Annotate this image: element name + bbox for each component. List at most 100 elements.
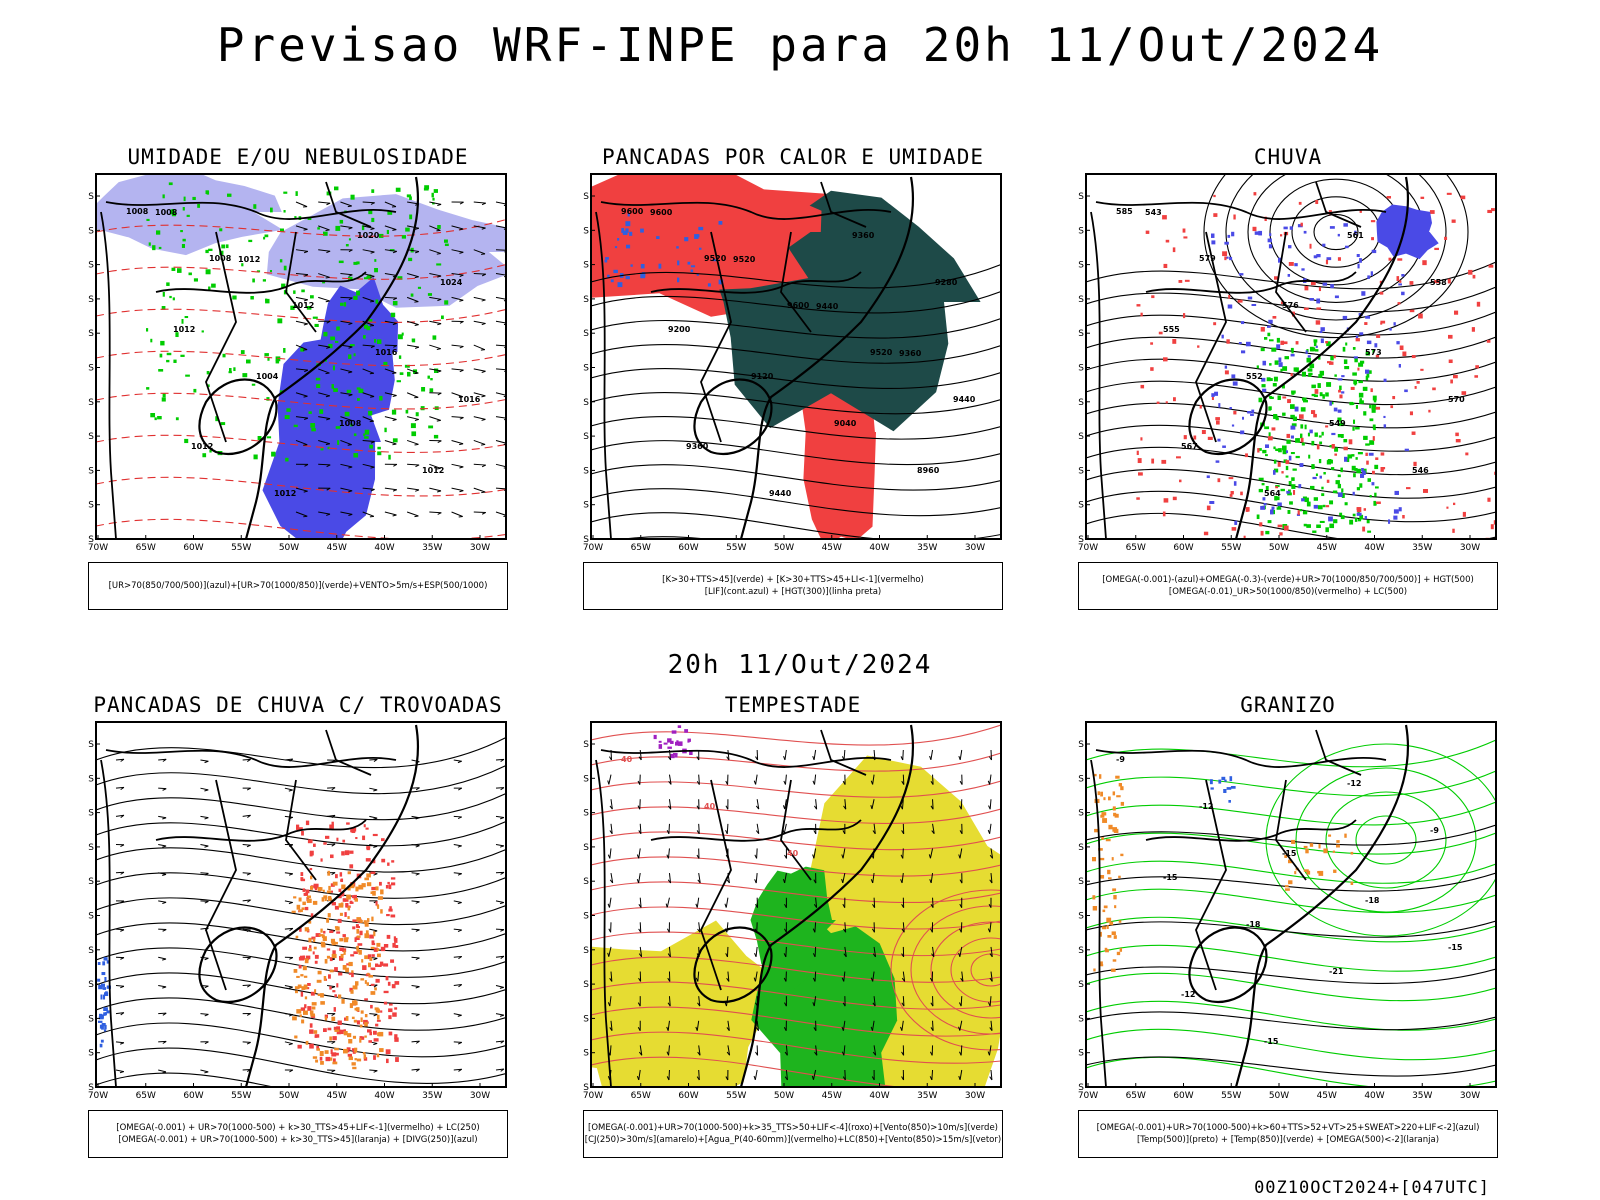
omega-strong-speck [1291,423,1297,427]
thickness-contour [96,434,506,453]
lon-tick-label: 60W [183,1091,203,1101]
shower-speck [322,889,325,892]
humidity-lower-speck [395,187,401,192]
shower-speck [348,961,353,967]
shower-speck [361,959,364,963]
wind-vector [638,830,642,835]
humidity-lower-speck [368,410,373,416]
lat-tick-label: 15S [583,774,589,784]
lifted-index-contour [625,228,629,233]
omega-strong-speck [1303,523,1307,527]
wind-vector [384,201,397,208]
streamline-arrow [499,902,504,905]
streamline-arrow [288,789,293,792]
thunderstorm-speck [392,1012,397,1017]
shower-speck [328,896,332,901]
omega-humid-speck [1455,439,1461,443]
omega-weak-speck [1262,388,1267,392]
legend-box: [OMEGA(-0.001) + UR>70(1000-500) + k>30_… [88,1110,508,1158]
thunderstorm-speck [309,1029,314,1034]
humidity-lower-speck [423,187,429,191]
omega-speck [1118,783,1123,787]
lat-tick-label: 30S [1078,946,1084,956]
wind-vector [754,1069,758,1080]
humidity-lower-speck [229,368,232,373]
wind-vector [844,922,847,933]
wind-vector [812,928,816,933]
wind-vector [665,903,668,908]
omega-humid-speck [1274,276,1279,280]
omega-weak-speck [1221,334,1224,339]
thunderstorm-speck [333,1058,336,1062]
state-border [820,181,867,228]
humidity-lower-speck [168,182,173,186]
lifted-index-contour [712,259,717,262]
shower-speck [331,1016,336,1021]
lat-tick-label: 36S [88,466,94,476]
shower-speck [320,928,323,933]
thunderstorm-speck [320,858,323,862]
omega-strong-speck [1366,373,1370,378]
country-border [700,779,732,991]
wind-vector [813,879,817,884]
thunderstorm-speck [392,942,396,948]
wind-vector [348,394,353,397]
humidity-lower-speck [364,277,369,280]
wind-vector [697,1051,701,1056]
omega-strong-speck [1367,478,1371,482]
omega-humid-speck [1279,532,1283,536]
thunderstorm-speck [385,885,389,889]
wind-vector [843,971,846,982]
lc-contour [591,724,1001,746]
wind-vector [901,953,905,958]
omega-speck [1111,931,1116,936]
thunderstorm-speck [394,966,397,971]
humidity-upper-area [318,277,399,416]
humidity-lower-speck [146,328,149,332]
panel-tempestade: TEMPESTADE 40404012S15S18S21S24S27S30S33… [583,693,1003,1158]
streamline-arrow [200,759,209,762]
hgt-contour [591,368,1001,389]
omega-humid-speck [1275,486,1279,489]
omega-strong-speck [1286,439,1291,444]
streamline-arrow [331,1069,336,1073]
omega-humid-speck [1217,478,1221,483]
streamline [96,1047,506,1085]
wind-vector [668,774,672,785]
thunderstorm-speck [342,898,346,902]
streamline-arrow [373,1042,378,1046]
lon-tick-label: 45W [1317,543,1337,553]
wind-vector [990,946,993,957]
shower-speck [368,962,372,968]
humidity-lower-speck [388,454,391,460]
wind-vector [480,253,486,255]
contour-label: 567 [1181,442,1198,451]
omega-humid-speck [1462,511,1466,517]
omega-weak-speck [1401,274,1405,277]
thunderstorm-speck [308,840,312,844]
streamline-arrow [327,984,336,988]
shower-speck [347,887,351,891]
omega-strong-speck [1274,360,1279,365]
wind-vector [340,201,352,207]
wind-vector [392,322,397,326]
omega-weak-speck [1337,378,1343,381]
state-border [105,201,397,220]
omega-weak-speck [1247,296,1253,300]
shower-speck [367,972,370,975]
wind-vector [609,848,612,859]
lc-contour [591,931,1001,957]
contour-label: 9520 [704,254,727,263]
shower-speck [302,966,307,971]
storm-speck [667,746,672,749]
omega-speck [1305,848,1309,854]
streamline-arrow [204,789,209,792]
omega-weak-speck [1383,424,1387,428]
omega-weak-speck [1343,223,1348,227]
wind-vector [304,274,309,277]
legend-line: [CJ(250)>30m/s](amarelo)+[Agua_P(40-60mm… [584,1135,1002,1145]
streamline-arrow [495,787,505,789]
map-frame [95,721,507,1088]
omega-strong-speck [1309,363,1315,369]
thunderstorm-speck [330,854,334,859]
